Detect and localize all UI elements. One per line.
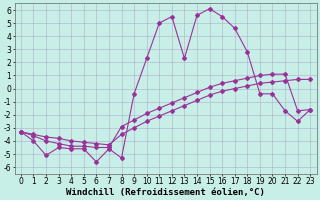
X-axis label: Windchill (Refroidissement éolien,°C): Windchill (Refroidissement éolien,°C) bbox=[66, 188, 265, 197]
